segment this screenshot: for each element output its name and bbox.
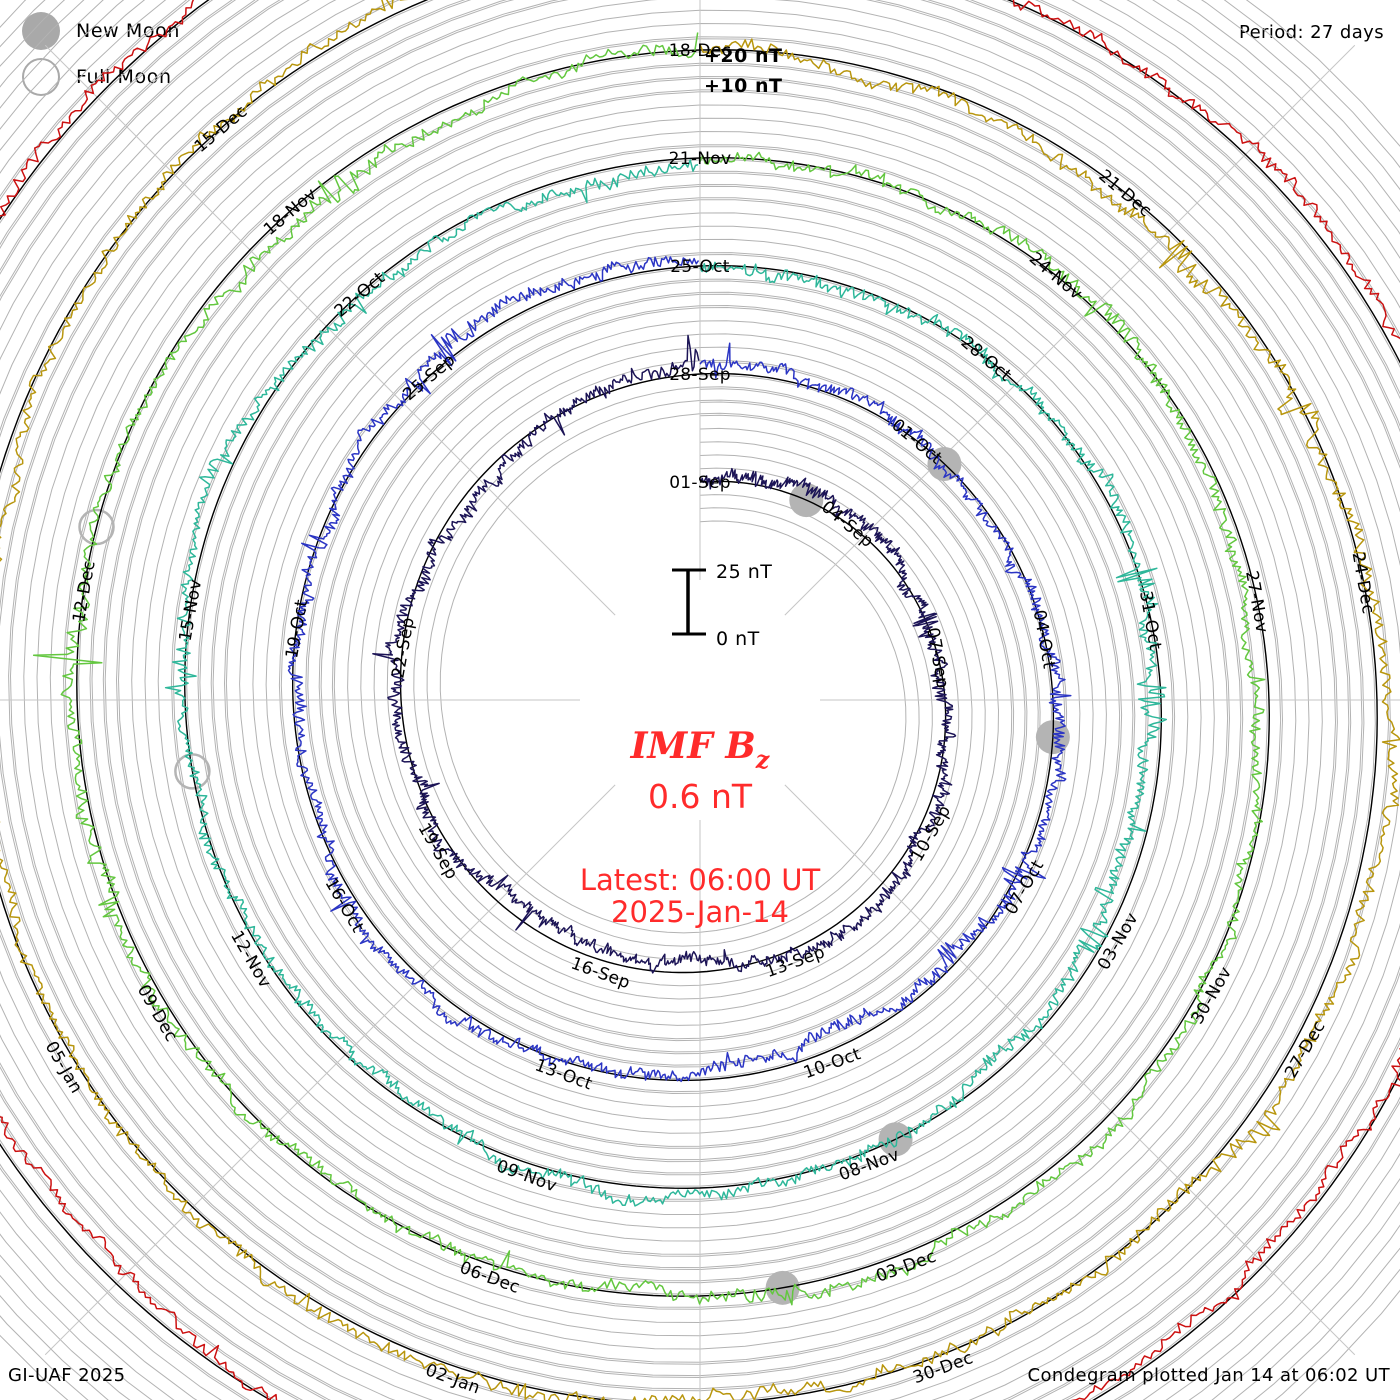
new-moon-icon — [22, 12, 60, 50]
center-title: IMF Bz — [630, 725, 771, 774]
full-moon-icon — [22, 58, 60, 96]
scale-bar-top-label: 25 nT — [716, 561, 772, 583]
plotted-label: Condegram plotted Jan 14 at 06:02 UT — [1027, 1365, 1390, 1386]
center-latest-date: 2025-Jan-14 — [611, 895, 789, 929]
date-label: 18-Dec — [669, 41, 731, 61]
date-label-layer: 18-Dec21-Nov25-Oct28-Sep01-Sep21-Dec24-N… — [41, 41, 1378, 1398]
date-label: 21-Nov — [669, 149, 732, 169]
date-label: 16-Oct — [321, 875, 368, 936]
date-label: 07-Sep — [922, 626, 952, 690]
scale-bar-bottom-label: 0 nT — [716, 628, 760, 650]
legend-label-full-moon: Full Moon — [76, 66, 172, 88]
scale-bar: 25 nT 0 nT — [672, 561, 772, 650]
radial-tick-20: +20 nT — [704, 45, 782, 67]
center-latest-time: Latest: 06:00 UT — [580, 863, 821, 897]
center-readout: IMF Bz 0.6 nT Latest: 06:00 UT 2025-Jan-… — [580, 725, 821, 929]
date-label: 01-Sep — [669, 473, 731, 493]
radial-tick-10: +10 nT — [704, 75, 782, 97]
date-label: 28-Sep — [669, 365, 731, 385]
legend-item-full-moon: Full Moon — [22, 54, 180, 100]
radial-axis-labels: +20 nT +10 nT — [704, 45, 782, 97]
date-label: 07-Oct — [1001, 857, 1048, 918]
credit-label: GI-UAF 2025 — [8, 1365, 126, 1386]
center-title-text: IMF B — [630, 725, 756, 767]
date-label: 25-Oct — [670, 257, 729, 277]
center-value: 0.6 nT — [648, 777, 753, 816]
period-label: Period: 27 days — [1238, 22, 1384, 43]
center-title-subscript: z — [755, 745, 771, 774]
